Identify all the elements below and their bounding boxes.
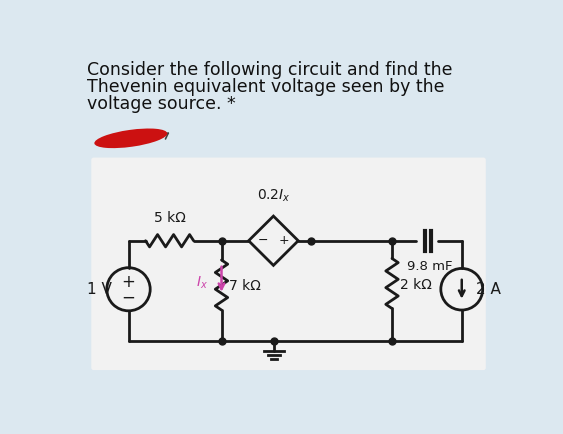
Ellipse shape — [95, 128, 167, 148]
Text: Consider the following circuit and find the: Consider the following circuit and find … — [87, 61, 453, 79]
Text: 5 kΩ: 5 kΩ — [154, 211, 186, 225]
Text: 2 A: 2 A — [476, 282, 501, 297]
Text: $0.2I_x$: $0.2I_x$ — [257, 187, 290, 204]
Text: 2 kΩ: 2 kΩ — [400, 278, 432, 292]
Text: 1 V: 1 V — [87, 282, 111, 297]
Text: −: − — [122, 289, 136, 307]
Text: $I_x$: $I_x$ — [195, 275, 208, 291]
Text: +: + — [122, 273, 136, 290]
FancyBboxPatch shape — [91, 158, 486, 370]
Text: Thevenin equivalent voltage seen by the: Thevenin equivalent voltage seen by the — [87, 78, 445, 96]
Text: −: − — [257, 234, 268, 247]
Text: 7 kΩ: 7 kΩ — [229, 279, 261, 293]
Text: voltage source. *: voltage source. * — [87, 95, 236, 113]
Text: 9.8 mF: 9.8 mF — [407, 260, 453, 273]
Text: +: + — [279, 234, 289, 247]
